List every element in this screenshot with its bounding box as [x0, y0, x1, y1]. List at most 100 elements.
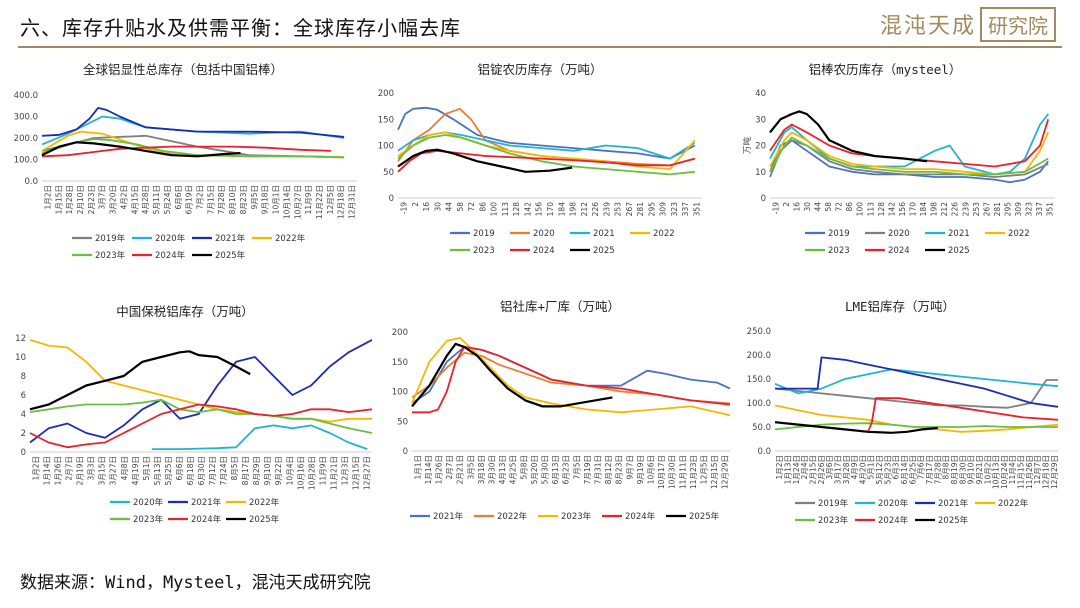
legend-label: 2023 — [828, 246, 850, 256]
y-tick-label: 0 — [389, 194, 394, 204]
y-tick-label: 200.0 — [14, 134, 38, 144]
x-tick-label: 30 — [803, 202, 812, 212]
legend-label: 2024 — [533, 246, 555, 256]
x-tick-label: 7月5日 — [572, 455, 581, 480]
series-line — [397, 148, 573, 173]
x-tick-label: 309 — [1014, 202, 1023, 217]
legend-label: 2019年 — [95, 233, 126, 244]
x-tick-label: 12月29日 — [1050, 455, 1059, 489]
y-tick-label: 150.0 — [747, 375, 771, 385]
chart-panel-1: 全球铝显性总库存（包括中国铝棒） 0.0 100.0 200.0 300.0 400.0 1… — [14, 62, 357, 261]
x-tick-label: 4月25日 — [509, 455, 518, 484]
series-line — [769, 136, 1049, 176]
y-tick-label: 10 — [15, 353, 26, 363]
y-tick-label: 0 — [761, 194, 766, 204]
y-tick-label: 250.0 — [747, 327, 771, 337]
x-tick-label: 10月30日 — [668, 455, 677, 489]
series-line — [41, 138, 345, 159]
x-tick-label: 5月13日 — [153, 456, 162, 485]
x-tick-label: 295 — [1004, 202, 1013, 217]
series-line — [774, 422, 1058, 431]
y-tick-label: 400.0 — [14, 91, 38, 101]
y-tick-label: 300.0 — [14, 113, 38, 123]
x-tick-label: 12月31日 — [348, 185, 357, 219]
x-tick-label: 72 — [835, 202, 844, 212]
x-tick-label: 100 — [490, 202, 499, 217]
x-tick-label: 12月7日 — [1033, 455, 1042, 484]
x-tick-label: 7月12日 — [208, 456, 217, 485]
x-tick-label: 5月8日 — [519, 455, 528, 480]
legend-label: 2021 — [948, 229, 970, 239]
x-tick-label: 9月21日 — [975, 455, 984, 484]
series-line — [397, 107, 696, 167]
series-line — [41, 141, 241, 158]
x-tick-label: 1月2日 — [43, 185, 52, 210]
x-tick-label: 184 — [919, 202, 928, 217]
series-line — [412, 345, 731, 414]
x-tick-label: 128 — [877, 202, 886, 217]
x-tick-label: 9月18日 — [261, 185, 270, 214]
x-tick-label: 351 — [692, 202, 701, 217]
x-tick-label: 11月9日 — [318, 456, 327, 485]
y-tick-label: 0.0 — [24, 177, 38, 187]
legend-label: 2021年 — [215, 233, 246, 244]
x-tick-label: 113 — [501, 202, 510, 217]
x-tick-label: 10月24日 — [1000, 455, 1009, 489]
x-tick-label: 100 — [856, 202, 865, 217]
legend-label: 2022年 — [275, 233, 306, 244]
x-tick-label: 16 — [422, 202, 431, 212]
x-tick-label: 8月5日 — [230, 456, 239, 481]
x-tick-label: 113 — [866, 202, 875, 217]
x-tick-label: 10月17日 — [657, 455, 666, 489]
y-tick-label: 10 — [755, 168, 766, 178]
y-tick-label: 200 — [378, 89, 394, 99]
legend-label: 2023年 — [133, 514, 164, 525]
x-tick-label: 7月28日 — [217, 185, 226, 214]
y-tick-label: 6 — [21, 391, 26, 401]
header-divider — [18, 46, 1062, 48]
x-tick-label: 4月9日 — [850, 455, 859, 480]
x-tick-label: 12月15日 — [710, 455, 719, 489]
x-tick-label: 7月6日 — [917, 455, 926, 480]
x-tick-label: 4月13日 — [498, 455, 507, 484]
x-tick-label: 198 — [930, 202, 939, 217]
page-title: 六、库存升贴水及供需平衡：全球库存小幅去库 — [20, 16, 461, 40]
x-tick-label: 5月1日 — [142, 456, 151, 481]
series-line — [411, 336, 731, 417]
x-tick-label: 323 — [1025, 202, 1034, 217]
legend-label: 2019 — [828, 229, 850, 239]
x-tick-label: 4月19日 — [131, 456, 140, 485]
legend-label: 2021年 — [433, 511, 464, 522]
x-tick-label: 226 — [951, 202, 960, 217]
y-tick-label: 20 — [755, 142, 766, 152]
x-tick-label: 3月5日 — [466, 455, 475, 480]
x-tick-label: 4月8日 — [120, 456, 129, 481]
x-tick-label: 3月17日 — [833, 455, 842, 484]
legend-label: 2025年 — [249, 514, 280, 525]
x-tick-label: 11月22日 — [315, 185, 324, 219]
x-tick-label: 4月15日 — [130, 185, 139, 214]
y-tick-label: 4 — [21, 410, 26, 420]
y-tick-label: 0 — [403, 447, 408, 457]
x-tick-label: 3月27日 — [109, 456, 118, 485]
x-tick-label: 2 — [411, 202, 420, 207]
x-tick-label: 1月26日 — [435, 455, 444, 484]
y-axis-label: 万吨 — [742, 137, 753, 155]
y-tick-label: 200 — [392, 328, 408, 338]
chart-title: 铝棒农历库存（mysteel） — [809, 62, 962, 77]
x-tick-label: 6月6日 — [175, 456, 184, 481]
x-tick-label: 3月7日 — [98, 185, 107, 210]
y-tick-label: 200.0 — [747, 351, 771, 361]
x-tick-label: 7月17日 — [925, 455, 934, 484]
x-tick-label: 1月14日 — [43, 456, 52, 485]
legend-label: 2024年 — [625, 511, 656, 522]
legend-label: 2022年 — [249, 497, 280, 508]
legend-label: 2023年 — [561, 511, 592, 522]
x-tick-label: 9月22日 — [274, 456, 283, 485]
series-line — [397, 134, 695, 176]
legend-label: 2021 — [593, 229, 615, 239]
legend-label: 2020年 — [878, 498, 909, 509]
chart-title: 全球铝显性总库存（包括中国铝棒） — [83, 62, 283, 77]
x-tick-label: 1月26日 — [54, 456, 63, 485]
x-tick-label: 184 — [557, 202, 566, 217]
